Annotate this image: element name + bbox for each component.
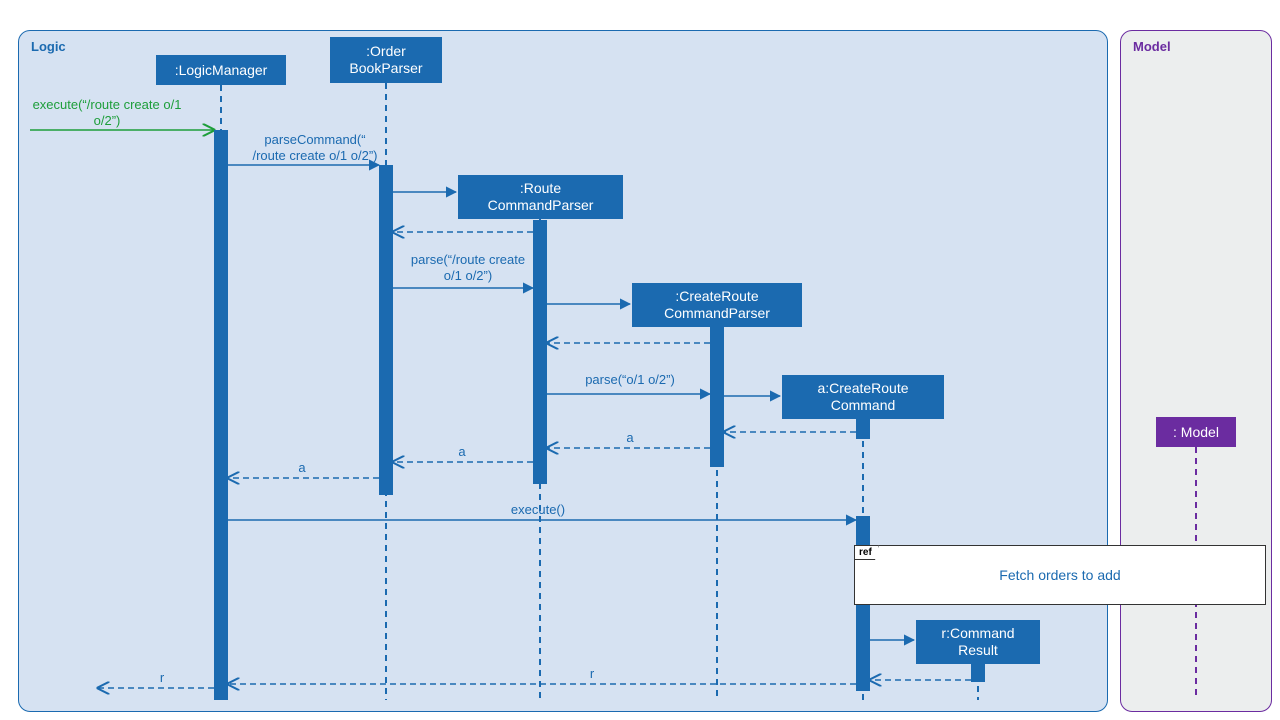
create-route-parser-object: :CreateRoute CommandParser <box>632 283 802 327</box>
message-label: parse(“o/1 o/2”) <box>560 372 700 388</box>
message-label: parse(“/route create o/1 o/2”) <box>398 252 538 283</box>
activation-bar <box>971 664 985 682</box>
create-route-command-object: a:CreateRoute Command <box>782 375 944 419</box>
activation-bar <box>856 419 870 439</box>
route-command-parser-object: :Route CommandParser <box>458 175 623 219</box>
order-book-parser-object: :Order BookParser <box>330 37 442 83</box>
activation-bar <box>710 327 724 467</box>
message-label: r <box>582 666 602 682</box>
arrows-layer <box>0 0 1280 720</box>
ref-tab: ref <box>854 545 879 560</box>
ref-text: Fetch orders to add <box>855 546 1265 604</box>
activation-bar <box>214 130 228 700</box>
model-object: : Model <box>1156 417 1236 447</box>
message-label: a <box>452 444 472 460</box>
logic-manager-object: :LogicManager <box>156 55 286 85</box>
message-label: execute() <box>498 502 578 518</box>
sequence-diagram-canvas: Logic Model :LogicManager :Order BookPar… <box>0 0 1280 720</box>
message-label: a <box>620 430 640 446</box>
message-label: execute(“/route create o/1 o/2”) <box>22 97 192 128</box>
ref-fragment: ref Fetch orders to add <box>854 545 1266 605</box>
message-label: parseCommand(“ /route create o/1 o/2”) <box>230 132 400 163</box>
command-result-object: r:Command Result <box>916 620 1040 664</box>
message-label: a <box>292 460 312 476</box>
activation-bar <box>379 165 393 495</box>
message-label: r <box>152 670 172 686</box>
